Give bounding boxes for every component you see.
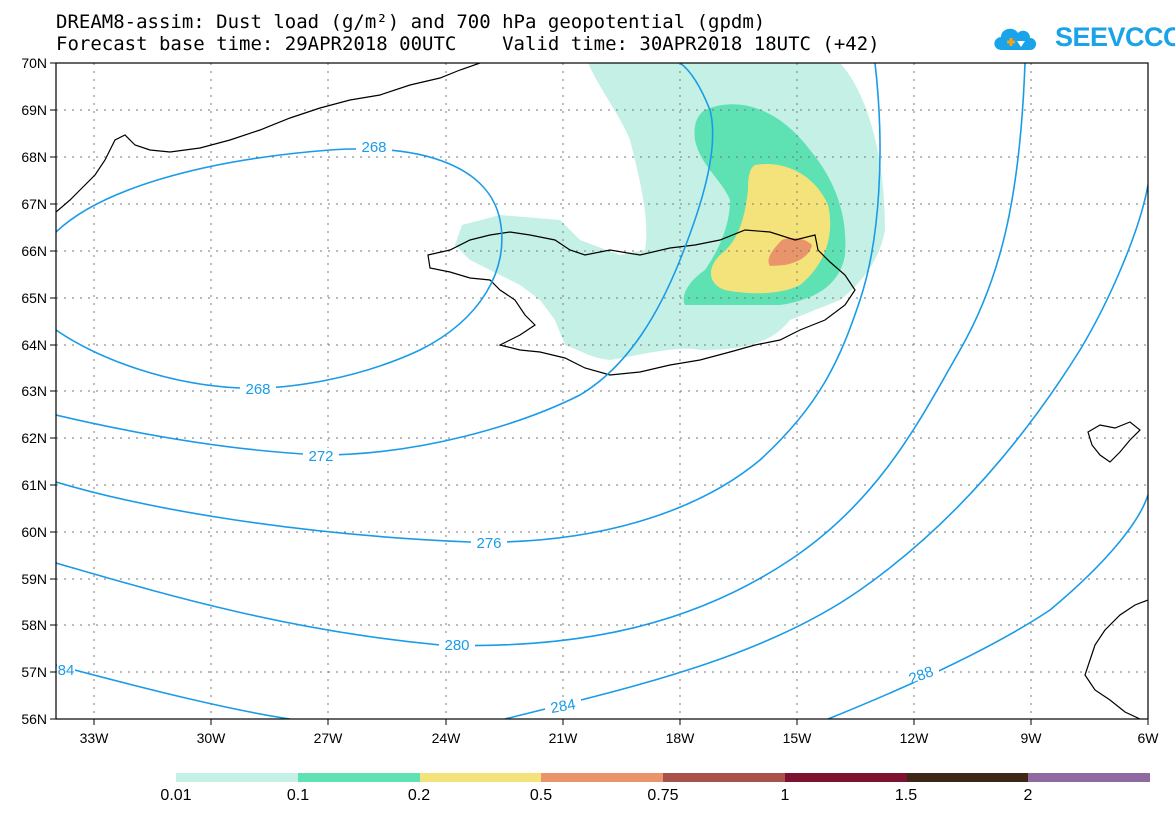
lat-label: 58N — [21, 617, 47, 633]
legend-colorbar — [176, 773, 1150, 782]
lat-label: 60N — [21, 524, 47, 540]
logo-text: SEEVCCC — [1055, 22, 1175, 52]
legend-label: 1.5 — [894, 787, 918, 804]
legend-label: 0.2 — [407, 787, 431, 804]
lat-label: 63N — [21, 383, 47, 399]
legend-label: 0.01 — [160, 787, 192, 804]
lon-label: 24W — [432, 730, 462, 746]
graticule — [56, 63, 1148, 719]
map-subtitle: Forecast base time: 29APR2018 00UTC Vali… — [56, 33, 880, 55]
contour-label-288: 288 — [907, 663, 936, 688]
lon-label: 12W — [900, 730, 930, 746]
legend-swatch — [541, 773, 663, 782]
lon-label: 9W — [1021, 730, 1043, 746]
lat-label: 57N — [21, 664, 47, 680]
contour-276 — [56, 63, 881, 543]
faroe-coast — [1087, 421, 1141, 463]
lat-label: 70N — [21, 55, 47, 71]
legend-label: 0.75 — [647, 787, 679, 804]
contour-label-276: 276 — [476, 535, 501, 552]
contour-label-272: 272 — [308, 448, 333, 465]
contour-284 — [56, 184, 1148, 719]
legend-label: 2 — [1023, 787, 1033, 804]
legend-swatch — [663, 773, 785, 782]
greenland-coast — [56, 63, 481, 213]
lon-label: 6W — [1138, 730, 1160, 746]
contour-labels: 268 268 272 276 280 284 288 84 — [57, 139, 939, 717]
lon-label: 18W — [666, 730, 696, 746]
latitude-labels: 70N 69N 68N 67N 66N 65N 64N 63N 62N 61N … — [21, 55, 47, 727]
lat-label: 67N — [21, 196, 47, 212]
lat-label: 59N — [21, 571, 47, 587]
iceland-coast — [427, 229, 856, 376]
legend-swatch — [1028, 773, 1150, 782]
legend-label: 0.1 — [286, 787, 310, 804]
legend-label: 0.5 — [529, 787, 553, 804]
longitude-labels: 33W 30W 27W 24W 21W 18W 15W 12W 9W 6W — [80, 730, 1160, 746]
contour-280 — [56, 63, 1026, 647]
lat-label: 64N — [21, 337, 47, 353]
lon-label: 33W — [80, 730, 110, 746]
dust-area-0.5 — [768, 237, 812, 266]
dust-load-shading — [455, 63, 885, 360]
legend-swatch — [419, 773, 542, 782]
legend-swatch — [297, 773, 420, 782]
legend-label: 1 — [780, 787, 790, 804]
map-title: DREAM8-assim: Dust load (g/m²) and 700 h… — [56, 11, 766, 33]
contour-label-268-top: 268 — [361, 139, 386, 156]
legend-swatch — [176, 773, 298, 782]
lat-label: 65N — [21, 290, 47, 306]
axis-ticks — [50, 62, 1149, 725]
contour-272 — [56, 63, 714, 456]
legend-swatch — [784, 773, 907, 782]
lat-label: 61N — [21, 477, 47, 493]
coastlines — [56, 63, 1148, 719]
lon-label: 15W — [783, 730, 813, 746]
contour-288 — [827, 494, 1148, 719]
lon-label: 21W — [549, 730, 579, 746]
contour-label-280: 280 — [444, 637, 469, 654]
contour-268 — [56, 148, 503, 390]
cloud-logo-icon — [994, 28, 1036, 50]
geopotential-contours — [56, 63, 1148, 719]
scotland-coast — [1084, 599, 1148, 719]
lat-label: 56N — [21, 711, 47, 727]
dust-area-0.2 — [710, 164, 831, 294]
lat-label: 66N — [21, 243, 47, 259]
contour-label-284: 284 — [549, 696, 577, 717]
contour-label-268-bottom: 268 — [245, 381, 270, 398]
lat-label: 62N — [21, 430, 47, 446]
legend-swatch — [906, 773, 1029, 782]
contour-label-partial: 84 — [58, 662, 75, 679]
lat-label: 69N — [21, 102, 47, 118]
lon-label: 27W — [314, 730, 344, 746]
lon-label: 30W — [197, 730, 227, 746]
lat-label: 68N — [21, 149, 47, 165]
